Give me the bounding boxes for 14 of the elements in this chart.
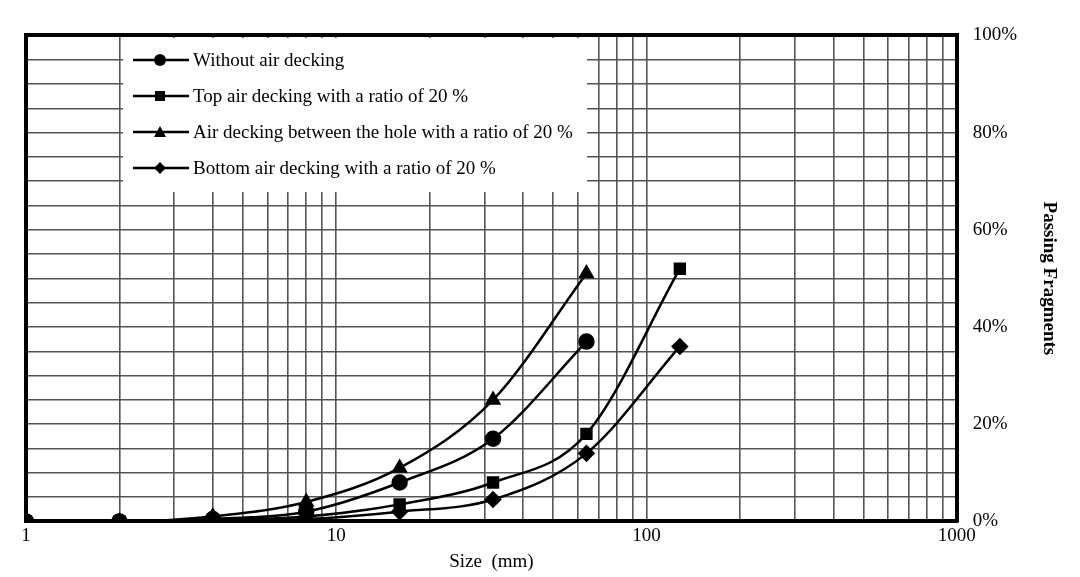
legend-label: Air decking between the hole with a ratio of 20 % — [193, 121, 573, 143]
y-tick-label: 80% — [972, 120, 1008, 142]
legend-label: Top air decking with a ratio of 20 % — [193, 85, 469, 107]
x-tick-label: 1 — [21, 523, 31, 545]
y-tick-label: 60% — [972, 217, 1008, 239]
y-tick-label: 100% — [972, 23, 1018, 45]
y-axis-title: Passing Fragments — [1039, 201, 1061, 356]
y-tick-label: 20% — [972, 412, 1008, 434]
y-tick-label: 40% — [972, 314, 1008, 336]
x-axis-title: Size (mm) — [449, 549, 534, 572]
legend-label: Bottom air decking with a ratio of 20 % — [193, 157, 496, 179]
legend-label: Without air decking — [193, 49, 345, 71]
x-tick-label: 10 — [326, 523, 346, 545]
x-tick-label: 100 — [632, 523, 661, 545]
